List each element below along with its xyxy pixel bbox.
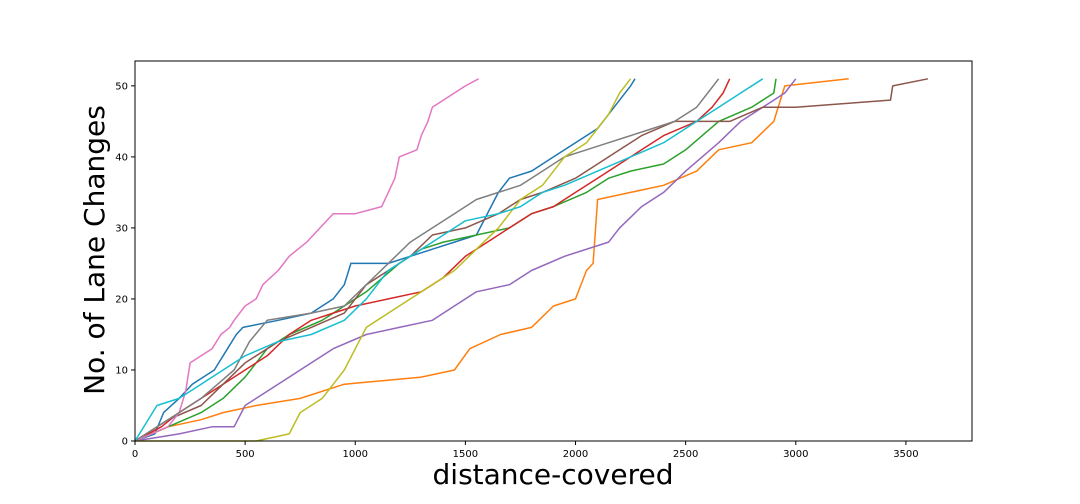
y-tick-label: 20	[115, 294, 128, 305]
x-tick-label: 1000	[343, 449, 368, 460]
series-line-1	[134, 78, 636, 442]
x-tick-label: 0	[132, 449, 138, 460]
series-line-5	[134, 78, 797, 442]
series-line-6	[134, 78, 929, 442]
y-axis-label: No. of Lane Changes	[78, 105, 111, 395]
x-tick-label: 2000	[563, 449, 588, 460]
plot-border	[134, 60, 973, 442]
y-tick-label: 50	[115, 81, 128, 92]
x-axis-label: distance-covered	[433, 458, 674, 491]
y-tick-label: 10	[115, 365, 128, 376]
series-line-9	[135, 78, 632, 442]
series-line-8	[134, 78, 720, 442]
y-tick-label: 40	[115, 152, 128, 163]
y-tick-label: 0	[122, 437, 128, 448]
series-line-2	[134, 78, 849, 442]
series-line-10	[134, 78, 764, 442]
x-tick-label: 2500	[673, 449, 698, 460]
y-tick-label: 30	[115, 223, 128, 234]
series-line-3	[134, 78, 777, 442]
series-line-4	[134, 78, 731, 442]
x-tick-label: 1500	[453, 449, 478, 460]
series-line-7	[134, 78, 479, 442]
x-tick-label: 3000	[783, 449, 808, 460]
series-layer	[134, 78, 929, 442]
x-tick-label: 3500	[893, 449, 918, 460]
x-axis-ticks: 0 500 1000 1500 2000 2500 3000 3500	[132, 441, 919, 460]
x-tick-label: 500	[236, 449, 255, 460]
y-axis-ticks: 0 10 20 30 40 50	[115, 81, 135, 448]
plot-frame	[134, 60, 973, 442]
